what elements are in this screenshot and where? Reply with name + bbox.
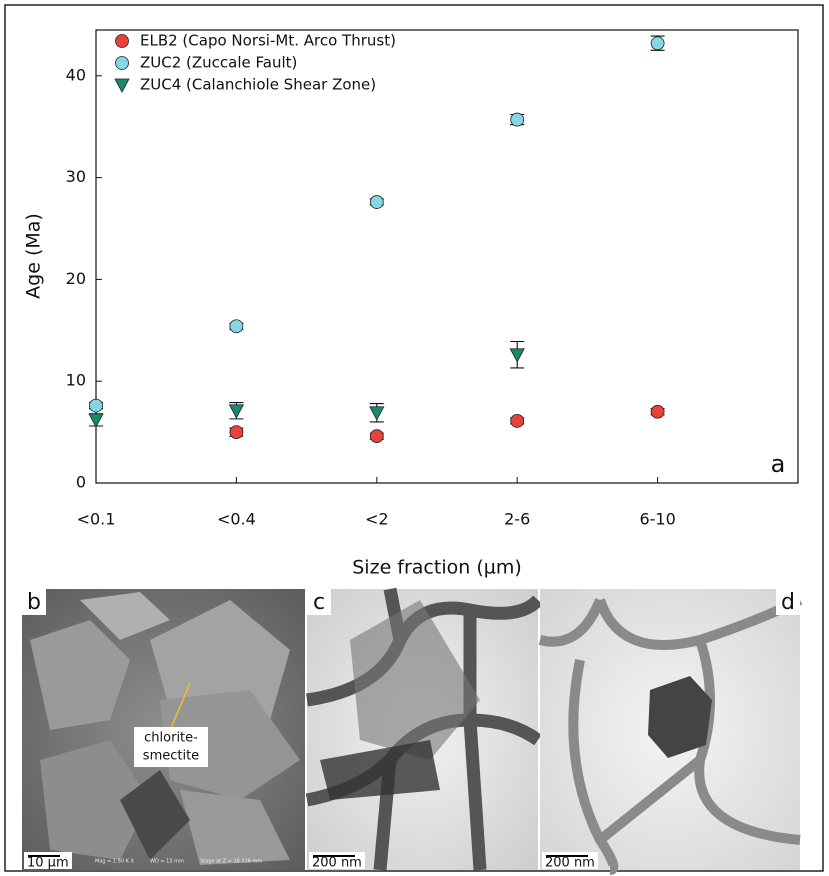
legend-label: ELB2 (Capo Norsi-Mt. Arco Thrust) [140, 32, 396, 50]
legend-marker [115, 79, 129, 92]
legend-marker [116, 35, 129, 48]
x-tick-label: <0.4 [217, 510, 256, 529]
x-tick-label: <2 [365, 510, 389, 529]
plot-frame [96, 30, 798, 483]
x-tick-label: 2-6 [504, 510, 530, 529]
y-axis-label: Age (Ma) [23, 213, 45, 299]
figure: a Size fraction (µm) Age (Ma) b c [0, 0, 829, 876]
legend-marker [116, 57, 129, 70]
annotation: smectite [143, 749, 199, 764]
data-point [90, 399, 103, 412]
data-point [370, 430, 383, 443]
data-point [229, 405, 243, 418]
data-point [230, 320, 243, 333]
data-point [89, 414, 103, 427]
y-tick-label: 30 [66, 167, 86, 186]
micrograph-d [540, 589, 800, 870]
scale-bar-label: 10 µm [27, 856, 69, 871]
y-tick-label: 40 [66, 65, 86, 84]
y-tick-label: 10 [66, 371, 86, 390]
panel-label: b [27, 590, 41, 615]
x-axis-label: Size fraction (µm) [352, 557, 522, 579]
x-tick-label: 6-10 [639, 510, 675, 529]
sem-info: WD = 15 mm [150, 859, 184, 865]
sem-info: Mag = 1.50 K X [95, 859, 135, 865]
micrograph-b [22, 589, 305, 870]
y-tick-label: 0 [76, 473, 86, 492]
data-point [511, 414, 524, 427]
panel-label: c [313, 590, 325, 615]
data-point [510, 349, 524, 362]
data-point [651, 37, 664, 50]
micrograph-c [307, 589, 538, 870]
legend-label: ZUC2 (Zuccale Fault) [140, 54, 297, 72]
data-point [370, 407, 384, 420]
scale-bar-label: 200 nm [545, 856, 595, 871]
scale-bar-label: 200 nm [312, 856, 362, 871]
data-point [370, 196, 383, 209]
panel-label: a [771, 450, 786, 478]
y-tick-label: 20 [66, 269, 86, 288]
x-tick-label: <0.1 [77, 510, 116, 529]
sem-info: Stage at Z = 16.316 mm [200, 859, 262, 865]
data-point [511, 113, 524, 126]
panel-label: d [781, 590, 795, 615]
annotation: chlorite- [144, 731, 198, 746]
legend-label: ZUC4 (Calanchiole Shear Zone) [140, 76, 376, 94]
data-point [651, 405, 664, 418]
data-point [230, 426, 243, 439]
